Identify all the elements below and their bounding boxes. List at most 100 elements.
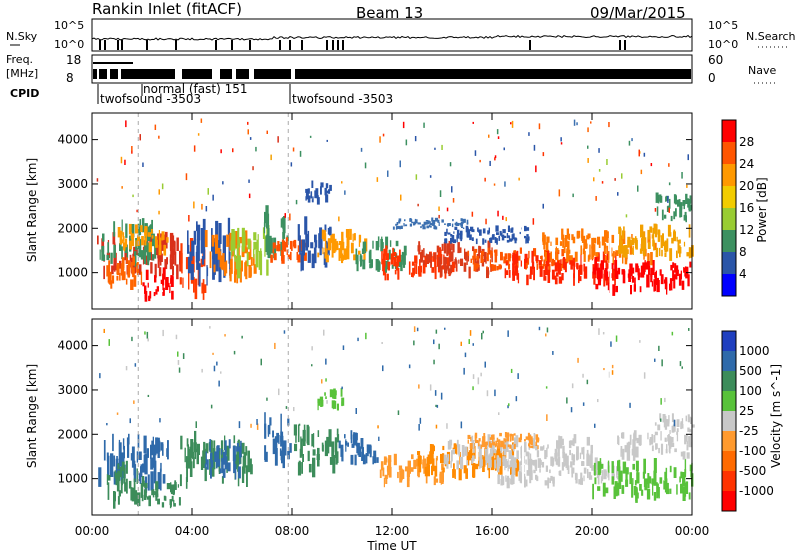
power-mark xyxy=(440,265,443,277)
power-mark xyxy=(683,267,685,273)
power-mark xyxy=(149,233,151,250)
power-mark xyxy=(578,265,582,275)
velocity-mark xyxy=(383,456,387,465)
velocity-speck xyxy=(434,390,437,396)
velocity-speck xyxy=(418,384,420,389)
power-mark xyxy=(214,249,216,275)
power-mark xyxy=(667,205,669,212)
power-mark xyxy=(236,245,239,261)
power-speck xyxy=(505,217,507,222)
velocity-speck xyxy=(477,377,480,385)
power-mark xyxy=(399,226,401,230)
power-mark xyxy=(247,238,251,250)
power-mark xyxy=(686,252,690,257)
velocity-mark xyxy=(283,440,287,456)
velocity-mark xyxy=(475,463,479,470)
power-speck xyxy=(379,136,381,143)
velocity-mark xyxy=(633,486,637,496)
power-mark xyxy=(525,263,528,269)
velocity-speck xyxy=(103,328,105,333)
velocity-mark xyxy=(619,470,623,482)
power-speck xyxy=(270,154,272,161)
power-mark xyxy=(559,241,563,246)
power-mark xyxy=(253,254,255,266)
power-mark xyxy=(664,277,668,290)
power-mark xyxy=(465,225,469,233)
power-speck xyxy=(344,190,346,195)
velocity-mark xyxy=(234,464,237,480)
velocity-mark xyxy=(624,445,628,453)
power-mark xyxy=(551,262,554,267)
velocity-mark xyxy=(665,448,668,454)
power-mark xyxy=(615,260,617,272)
velocity-mark xyxy=(643,458,646,474)
power-mark xyxy=(415,263,418,274)
power-mark xyxy=(215,234,219,254)
power-mark xyxy=(265,205,269,227)
velocity-mark xyxy=(651,478,654,485)
velocity-mark xyxy=(686,441,689,445)
power-mark xyxy=(121,246,123,259)
power-mark xyxy=(431,223,435,226)
velocity-mark xyxy=(472,466,476,478)
power-mark xyxy=(604,255,607,261)
power-mark xyxy=(444,257,448,264)
power-mark xyxy=(466,252,468,265)
velocity-mark xyxy=(667,435,669,442)
velocity-mark xyxy=(332,389,335,395)
velocity-mark xyxy=(682,451,686,460)
power-mark xyxy=(528,250,530,259)
power-mark xyxy=(511,234,514,241)
velocity-speck xyxy=(464,352,467,358)
power-mark xyxy=(362,241,366,252)
power-mark xyxy=(323,230,326,242)
velocity-mark xyxy=(497,474,500,485)
velocity-mark xyxy=(504,458,507,468)
velocity-mark xyxy=(366,444,370,453)
velocity-mark xyxy=(527,452,530,466)
power-speck xyxy=(587,127,589,133)
power-speck xyxy=(538,123,541,130)
power-mark xyxy=(454,259,457,264)
power-mark xyxy=(632,245,634,255)
power-speck xyxy=(593,177,595,182)
power-mark xyxy=(302,240,304,253)
power-mark xyxy=(209,251,212,269)
power-mark xyxy=(324,243,327,253)
power-speck xyxy=(686,184,688,188)
velocity-mark xyxy=(216,445,220,452)
power-mark xyxy=(642,262,646,272)
velocity-mark xyxy=(685,434,688,442)
velocity-mark xyxy=(131,487,135,502)
velocity-mark xyxy=(454,469,456,479)
power-mark xyxy=(495,225,499,232)
power-mark xyxy=(215,220,219,246)
velocity-speck xyxy=(323,329,325,336)
y-tick-label: 2000 xyxy=(57,221,88,235)
power-speck xyxy=(142,162,144,167)
velocity-mark xyxy=(325,396,327,399)
power-mark xyxy=(673,277,676,289)
velocity-mark xyxy=(530,453,532,463)
power-mark xyxy=(311,180,314,188)
power-mark xyxy=(273,253,277,261)
power-mark xyxy=(672,262,675,268)
power-mark xyxy=(116,275,119,281)
power-speck xyxy=(154,124,157,130)
power-mark xyxy=(411,272,413,277)
velocity-mark xyxy=(134,490,138,505)
velocity-speck xyxy=(433,359,435,365)
power-mark xyxy=(462,227,465,229)
power-mark xyxy=(147,245,150,262)
velocity-mark xyxy=(605,487,609,494)
velocity-mark xyxy=(510,455,515,464)
power-mark xyxy=(429,252,431,263)
power-mark xyxy=(490,250,492,259)
velocity-mark xyxy=(668,415,670,422)
power-speck xyxy=(638,149,640,157)
velocity-mark xyxy=(492,450,495,461)
velocity-mark xyxy=(684,482,687,497)
velocity-mark xyxy=(139,472,142,484)
power-mark xyxy=(311,253,315,269)
power-mark xyxy=(244,237,247,254)
